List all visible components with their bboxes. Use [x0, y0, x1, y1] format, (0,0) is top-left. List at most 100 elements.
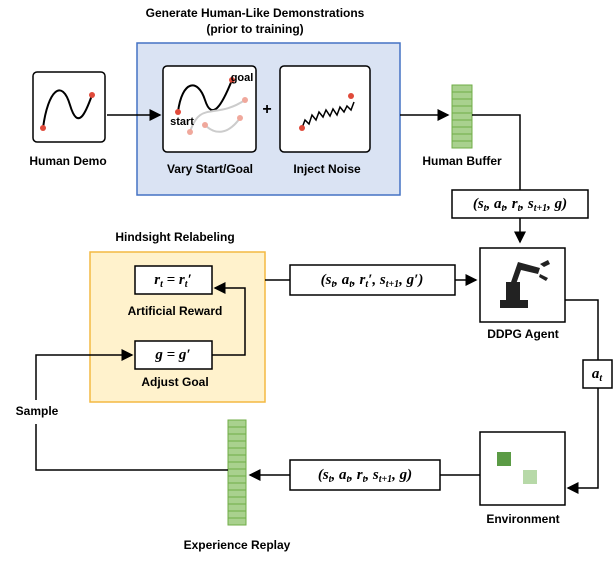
math-part: t — [501, 203, 505, 214]
buffer-cell — [451, 119, 473, 128]
buffer-cell — [451, 126, 473, 135]
math-part: ( — [321, 272, 327, 288]
math-part: g′ — [406, 272, 419, 288]
math-part: t+1 — [386, 279, 399, 290]
buffer-cell — [227, 426, 247, 435]
math-part: t — [599, 373, 603, 384]
start-label: start — [170, 116, 194, 128]
math-part: r — [360, 272, 366, 288]
math-part: r — [512, 196, 518, 212]
label: Sample — [16, 404, 59, 418]
demo-curve — [42, 89, 93, 129]
math-part: , — [364, 467, 373, 483]
label: Vary Start/Goal — [167, 162, 253, 176]
hindsight-title: Hindsight Relabeling — [115, 230, 234, 244]
curve — [177, 79, 233, 113]
math-part: t — [518, 203, 522, 214]
math-part: a — [592, 366, 600, 382]
dot — [175, 109, 181, 115]
buffer-cell — [227, 461, 247, 470]
agent-box — [479, 247, 566, 323]
math-part: s — [322, 467, 329, 483]
math: at — [592, 366, 604, 384]
math-part: t+1 — [534, 203, 547, 214]
math-part: t — [329, 474, 333, 485]
eq-box — [134, 265, 213, 295]
math: (st, at, rt′, st+1, g′) — [321, 272, 424, 290]
tuple-box — [289, 459, 441, 491]
math-part: s — [372, 467, 379, 483]
env-square — [523, 470, 537, 484]
env-square — [497, 452, 511, 466]
human-demo-box — [32, 71, 106, 143]
label: Artificial Reward — [128, 304, 223, 318]
connector — [472, 114, 521, 190]
math-part: , — [546, 196, 555, 212]
math-part: , — [333, 272, 342, 288]
math-part: g = g′ — [154, 347, 190, 363]
buffer-cell — [227, 510, 247, 519]
plus: + — [262, 101, 271, 118]
dot — [202, 122, 208, 128]
buffer-cell — [451, 133, 473, 142]
math-part: t — [349, 279, 353, 290]
noise-curve — [301, 101, 355, 129]
experience-replay — [227, 419, 247, 526]
buffer-cell — [227, 419, 247, 428]
goal-label: goal — [231, 72, 254, 84]
dot — [348, 93, 354, 99]
math: g = g′ — [154, 347, 190, 363]
dot — [89, 92, 95, 98]
robot-icon — [500, 260, 550, 308]
buffer-cell — [227, 433, 247, 442]
math-part: t+1 — [379, 474, 392, 485]
math: (st, at, rt, st+1, g) — [318, 467, 412, 485]
buffer-cell — [227, 475, 247, 484]
math-part: g — [554, 196, 563, 212]
arrow — [565, 299, 599, 494]
math-part: ′, — [368, 272, 380, 288]
label: Human Demo — [29, 154, 106, 168]
environment-box — [479, 431, 566, 506]
buffer-cell — [227, 489, 247, 498]
math-part: s — [379, 272, 386, 288]
math-part: ) — [560, 196, 567, 212]
math-part: a — [494, 196, 502, 212]
math-part: a — [339, 467, 347, 483]
buffer-cell — [451, 91, 473, 100]
buffer-cell — [227, 440, 247, 449]
dot — [229, 77, 235, 83]
math-part: s — [477, 196, 484, 212]
math-part: , — [348, 467, 357, 483]
math-part: a — [342, 272, 350, 288]
buffer-cell — [451, 140, 473, 149]
buffer-cell — [227, 503, 247, 512]
math-part: t — [365, 279, 369, 290]
math-part: s — [527, 196, 534, 212]
buffer-cell — [451, 84, 473, 93]
label: Adjust Goal — [141, 375, 208, 389]
dot — [187, 129, 193, 135]
math-part: ) — [405, 467, 412, 483]
math-part: , — [503, 196, 512, 212]
arrow — [212, 282, 246, 356]
buffer-cell — [227, 454, 247, 463]
math: (st, at, rt, st+1, g) — [473, 196, 567, 214]
human-buffer — [451, 84, 473, 149]
connector — [35, 424, 228, 471]
buffer-cell — [227, 482, 247, 491]
dot — [242, 97, 248, 103]
math-part: , — [398, 272, 407, 288]
math-part: r — [154, 272, 160, 288]
math-part: , — [330, 467, 339, 483]
label: Experience Replay — [184, 538, 291, 552]
buffer-cell — [451, 98, 473, 107]
math-part: = r — [163, 272, 185, 288]
math-part: , — [485, 196, 494, 212]
math-part: t — [363, 474, 367, 485]
buffer-cell — [227, 447, 247, 456]
math-part: , — [391, 467, 400, 483]
math-part: t — [346, 474, 350, 485]
buffer-cell — [451, 105, 473, 114]
subtitle: (prior to training) — [206, 22, 303, 36]
